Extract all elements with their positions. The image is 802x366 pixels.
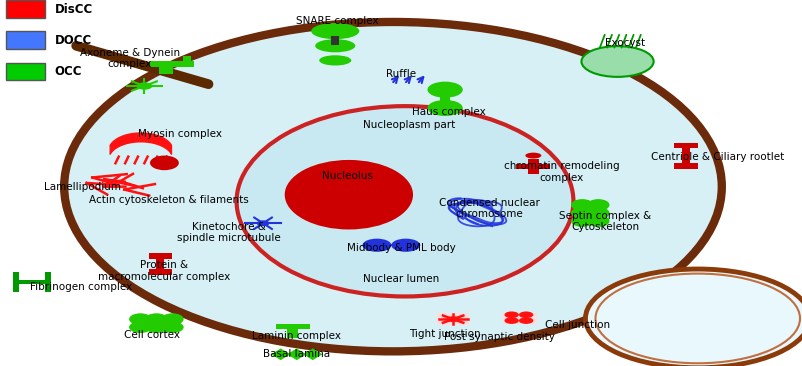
Text: Myosin complex: Myosin complex	[139, 129, 222, 139]
Ellipse shape	[427, 100, 463, 116]
FancyBboxPatch shape	[6, 0, 45, 18]
Bar	[151, 61, 194, 67]
Ellipse shape	[285, 160, 413, 229]
Bar	[528, 159, 539, 174]
Ellipse shape	[315, 39, 355, 52]
Bar	[674, 142, 698, 148]
Text: Laminin complex: Laminin complex	[253, 331, 341, 341]
Bar	[13, 272, 19, 292]
FancyBboxPatch shape	[6, 31, 45, 49]
Ellipse shape	[581, 46, 654, 77]
Bar	[331, 36, 339, 45]
Ellipse shape	[161, 321, 184, 333]
Ellipse shape	[237, 106, 573, 296]
Text: Kinetochore &
spindle microtubule: Kinetochore & spindle microtubule	[176, 221, 281, 243]
Bar	[16, 280, 48, 284]
Polygon shape	[303, 348, 322, 360]
Text: DisCC: DisCC	[55, 3, 93, 16]
Ellipse shape	[525, 153, 541, 158]
Bar	[440, 93, 451, 104]
Ellipse shape	[504, 317, 519, 324]
Bar	[276, 324, 310, 329]
Text: chromatin remodeling
complex: chromatin remodeling complex	[504, 161, 619, 183]
Ellipse shape	[571, 199, 593, 211]
Ellipse shape	[427, 82, 463, 98]
Bar	[149, 269, 172, 275]
Ellipse shape	[363, 239, 391, 252]
Ellipse shape	[145, 313, 168, 325]
Ellipse shape	[64, 22, 722, 351]
Ellipse shape	[504, 311, 519, 318]
Text: Actin cytoskeleton & filaments: Actin cytoskeleton & filaments	[88, 195, 249, 205]
Bar	[183, 56, 191, 63]
Text: Nucleolus: Nucleolus	[322, 171, 373, 181]
Text: Nuclear lumen: Nuclear lumen	[363, 274, 439, 284]
Ellipse shape	[587, 215, 610, 227]
Text: Exocyst: Exocyst	[606, 38, 646, 48]
Text: Condensed nuclear
chromosome: Condensed nuclear chromosome	[439, 198, 540, 220]
Bar	[156, 258, 164, 270]
Ellipse shape	[319, 55, 351, 66]
Ellipse shape	[257, 220, 269, 226]
Bar	[516, 164, 550, 169]
Ellipse shape	[571, 215, 593, 227]
Polygon shape	[271, 348, 290, 360]
Bar	[149, 253, 172, 259]
Ellipse shape	[129, 321, 152, 333]
Ellipse shape	[129, 313, 152, 325]
Ellipse shape	[145, 321, 168, 333]
Bar	[287, 328, 298, 338]
Ellipse shape	[519, 311, 533, 318]
Text: Centriole & Ciliary rootlet: Centriole & Ciliary rootlet	[651, 152, 784, 163]
Ellipse shape	[595, 274, 800, 363]
Text: Axoneme & Dynein
complex: Axoneme & Dynein complex	[80, 48, 180, 70]
Ellipse shape	[150, 156, 179, 170]
Bar	[503, 313, 537, 324]
Text: Cell cortex: Cell cortex	[124, 330, 180, 340]
Text: Cell junction: Cell junction	[545, 320, 610, 330]
Ellipse shape	[161, 313, 184, 325]
Bar	[384, 244, 399, 246]
Text: Basal lamina: Basal lamina	[263, 350, 330, 359]
Text: SNARE complex: SNARE complex	[295, 16, 379, 26]
Bar	[437, 313, 469, 325]
Text: Midbody & PML body: Midbody & PML body	[346, 243, 456, 253]
Text: DOCC: DOCC	[55, 34, 91, 47]
Text: Nucleoplasm part: Nucleoplasm part	[363, 120, 456, 130]
Text: Post synaptic density: Post synaptic density	[444, 332, 555, 342]
Ellipse shape	[136, 82, 152, 90]
Ellipse shape	[587, 199, 610, 211]
FancyBboxPatch shape	[6, 63, 45, 80]
Polygon shape	[287, 348, 306, 360]
Ellipse shape	[311, 23, 359, 39]
Bar	[674, 163, 698, 168]
Text: OCC: OCC	[55, 65, 82, 78]
Ellipse shape	[571, 207, 593, 219]
Bar	[159, 67, 173, 74]
Text: Lamellipodium: Lamellipodium	[44, 182, 121, 192]
Text: Ruffle: Ruffle	[386, 69, 416, 79]
Text: Haus complex: Haus complex	[412, 107, 486, 117]
Text: Tight junction: Tight junction	[409, 329, 481, 339]
Ellipse shape	[391, 239, 420, 252]
Text: Septin complex &
Cytoskeleton: Septin complex & Cytoskeleton	[559, 210, 652, 232]
Ellipse shape	[587, 207, 610, 219]
Ellipse shape	[519, 317, 533, 324]
Text: Protein &
macromolecular complex: Protein & macromolecular complex	[99, 260, 230, 282]
Bar	[45, 272, 51, 292]
Ellipse shape	[447, 316, 460, 322]
Text: Fibrinogen complex: Fibrinogen complex	[30, 282, 132, 292]
Bar	[682, 148, 690, 163]
Ellipse shape	[585, 269, 802, 366]
